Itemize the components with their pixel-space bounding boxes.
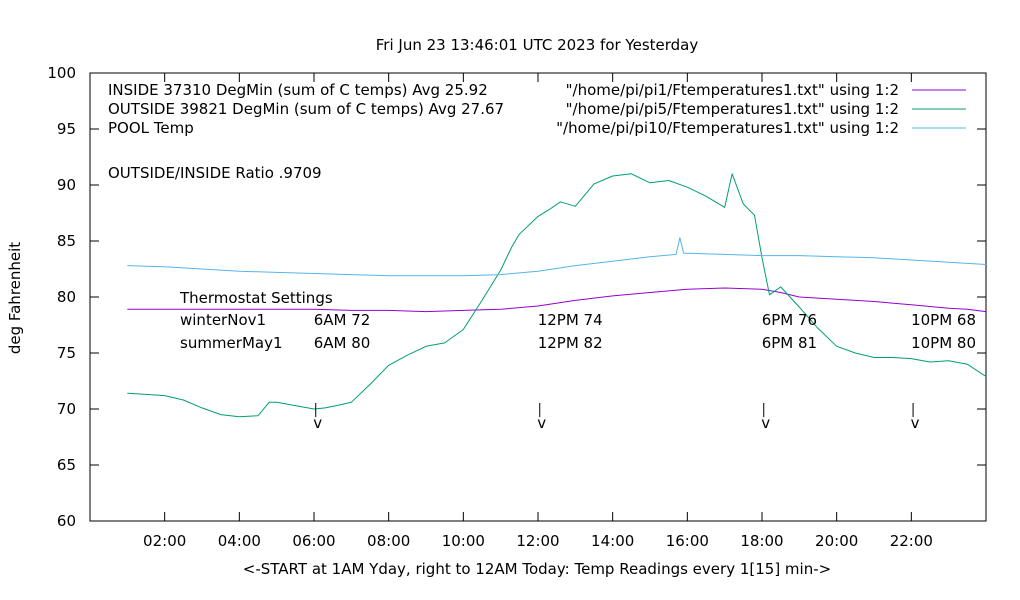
y-tick-label: 80 <box>57 288 76 306</box>
summer-setting: 12PM 82 <box>538 334 603 352</box>
winter-setting: 10PM 68 <box>911 311 976 329</box>
ratio-label: OUTSIDE/INSIDE Ratio .9709 <box>108 164 322 182</box>
legend: INSIDE 37310 DegMin (sum of C temps) Avg… <box>108 81 966 137</box>
setting-arrow-head: v <box>537 414 546 432</box>
y-tick-label: 100 <box>47 64 76 82</box>
setting-arrow-head: v <box>313 414 322 432</box>
winter-setting: 12PM 74 <box>538 311 603 329</box>
y-tick-label: 75 <box>57 344 76 362</box>
x-tick-label: 22:00 <box>890 532 933 550</box>
thermostat-annotations: OUTSIDE/INSIDE Ratio .9709 Thermostat Set… <box>108 164 976 432</box>
summer-schedule-label: summerMay1 <box>180 334 283 352</box>
x-tick-label: 02:00 <box>143 532 186 550</box>
axes: 60 65 70 75 80 85 90 95 100 02:00 04:00 06:00 08:00 1… <box>47 64 987 550</box>
chart-title: Fri Jun 23 13:46:01 UTC 2023 for Yesterd… <box>376 36 699 54</box>
x-tick-label: 14:00 <box>591 532 634 550</box>
x-tick-label: 08:00 <box>367 532 410 550</box>
summer-setting: 10PM 80 <box>911 334 976 352</box>
y-tick-label: 90 <box>57 176 76 194</box>
legend-series-name: INSIDE 37310 DegMin (sum of C temps) Avg… <box>108 81 488 99</box>
inside-temp-line <box>127 287 987 313</box>
setting-arrow-head: v <box>911 414 920 432</box>
legend-series-name: POOL Temp <box>108 119 194 137</box>
y-tick-label: 85 <box>57 232 76 250</box>
plot-area <box>127 173 987 418</box>
thermostat-title: Thermostat Settings <box>179 289 333 307</box>
y-tick-label: 70 <box>57 400 76 418</box>
x-tick-label: 18:00 <box>740 532 783 550</box>
setting-arrow-head: v <box>761 414 770 432</box>
legend-series-file: "/home/pi/pi10/Ftemperatures1.txt" using… <box>556 119 899 137</box>
legend-series-name: OUTSIDE 39821 DegMin (sum of C temps) Av… <box>108 100 504 118</box>
y-tick-label: 95 <box>57 120 76 138</box>
x-axis-label: <-START at 1AM Yday, right to 12AM Today… <box>243 560 831 578</box>
summer-setting: 6AM 80 <box>314 334 371 352</box>
legend-series-file: "/home/pi/pi5/Ftemperatures1.txt" using … <box>566 100 899 118</box>
x-tick-label: 04:00 <box>218 532 261 550</box>
x-tick-label: 06:00 <box>292 532 335 550</box>
pool-temp-line <box>127 237 987 277</box>
x-tick-label: 12:00 <box>516 532 559 550</box>
winter-setting: 6PM 76 <box>762 311 817 329</box>
winter-setting: 6AM 72 <box>314 311 371 329</box>
y-tick-label: 65 <box>57 456 76 474</box>
y-axis-label: deg Fahrenheit <box>6 242 24 354</box>
legend-series-file: "/home/pi/pi1/Ftemperatures1.txt" using … <box>566 81 899 99</box>
x-tick-label: 20:00 <box>815 532 858 550</box>
y-tick-label: 60 <box>57 512 76 530</box>
outside-temp-line <box>127 173 987 418</box>
x-tick-label: 10:00 <box>442 532 485 550</box>
summer-setting: 6PM 81 <box>762 334 817 352</box>
x-tick-label: 16:00 <box>666 532 709 550</box>
winter-schedule-label: winterNov1 <box>180 311 266 329</box>
